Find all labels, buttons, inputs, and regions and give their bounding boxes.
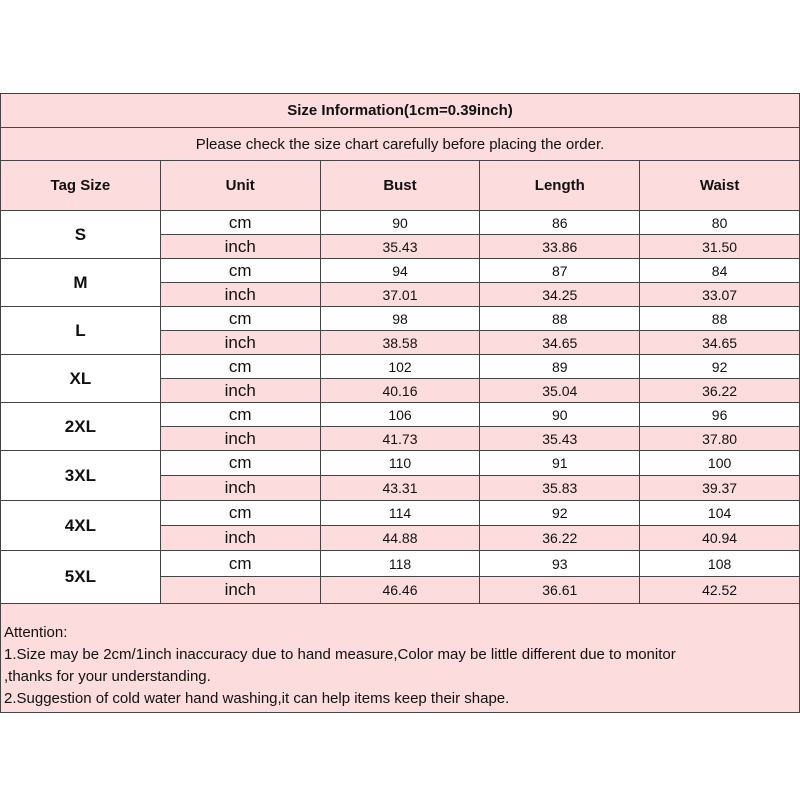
bust-cell: 35.43 <box>319 234 481 259</box>
bust-cell: 102 <box>319 354 481 379</box>
length-cell: 90 <box>479 402 641 427</box>
note-1: 1.Size may be 2cm/1inch inaccuracy due t… <box>4 646 676 663</box>
waist-cell: 96 <box>639 402 800 427</box>
waist-cell: 104 <box>639 500 800 526</box>
tag-size-cell: S <box>0 210 161 259</box>
unit-cell: cm <box>159 210 321 235</box>
note-1-cont: ,thanks for your understanding. <box>4 668 211 685</box>
waist-cell: 40.94 <box>639 525 800 551</box>
unit-cell: cm <box>159 354 321 379</box>
length-cell: 87 <box>479 258 641 283</box>
bust-cell: 90 <box>319 210 481 235</box>
bust-cell: 38.58 <box>319 330 481 355</box>
unit-cell: inch <box>159 282 321 307</box>
length-cell: 35.83 <box>479 475 641 501</box>
length-cell: 88 <box>479 306 641 331</box>
waist-cell: 100 <box>639 450 800 476</box>
header-unit: Unit <box>159 160 321 211</box>
bust-cell: 118 <box>319 550 481 577</box>
header-bust: Bust <box>319 160 481 211</box>
length-cell: 36.22 <box>479 525 641 551</box>
header-row: Tag Size Unit Bust Length Waist <box>0 160 800 211</box>
tag-size-cell: 3XL <box>0 450 161 501</box>
unit-cell: cm <box>159 258 321 283</box>
note-2: 2.Suggestion of cold water hand washing,… <box>4 690 510 707</box>
note-heading: Attention: <box>4 624 68 641</box>
length-cell: 86 <box>479 210 641 235</box>
table-row-4XL-cm: 4XL cm 114 92 104 <box>0 500 800 551</box>
waist-cell: 88 <box>639 306 800 331</box>
header-tag-size: Tag Size <box>0 160 161 211</box>
unit-cell: inch <box>159 330 321 355</box>
length-cell: 35.43 <box>479 426 641 451</box>
unit-cell: inch <box>159 234 321 259</box>
tag-size-cell: 2XL <box>0 402 161 451</box>
waist-cell: 33.07 <box>639 282 800 307</box>
bust-cell: 114 <box>319 500 481 526</box>
size-chart: Size Information(1cm=0.39inch) Please ch… <box>0 93 800 713</box>
length-cell: 35.04 <box>479 378 641 403</box>
tag-size-cell: 4XL <box>0 500 161 551</box>
header-length: Length <box>479 160 641 211</box>
unit-cell: cm <box>159 450 321 476</box>
length-cell: 91 <box>479 450 641 476</box>
unit-cell: inch <box>159 475 321 501</box>
unit-cell: inch <box>159 378 321 403</box>
notes-section: Attention: 1.Size may be 2cm/1inch inacc… <box>0 603 800 713</box>
bust-cell: 110 <box>319 450 481 476</box>
length-cell: 34.25 <box>479 282 641 307</box>
tag-size-cell: 5XL <box>0 550 161 604</box>
table-row-3XL-cm: 3XL cm 110 91 100 <box>0 450 800 501</box>
table-row-3XL-inch: inch 43.31 35.83 39.37 <box>0 475 800 501</box>
waist-cell: 36.22 <box>639 378 800 403</box>
bust-cell: 44.88 <box>319 525 481 551</box>
waist-cell: 34.65 <box>639 330 800 355</box>
waist-cell: 39.37 <box>639 475 800 501</box>
table-row-S-inch: inch 35.43 33.86 31.50 <box>0 234 800 259</box>
bust-cell: 94 <box>319 258 481 283</box>
length-cell: 92 <box>479 500 641 526</box>
waist-cell: 37.80 <box>639 426 800 451</box>
unit-cell: cm <box>159 402 321 427</box>
bust-cell: 41.73 <box>319 426 481 451</box>
unit-cell: inch <box>159 576 321 604</box>
header-waist: Waist <box>639 160 800 211</box>
waist-cell: 92 <box>639 354 800 379</box>
bust-cell: 37.01 <box>319 282 481 307</box>
bust-cell: 43.31 <box>319 475 481 501</box>
unit-cell: cm <box>159 306 321 331</box>
tag-size-cell: L <box>0 306 161 355</box>
length-cell: 93 <box>479 550 641 577</box>
table-row-5XL-cm: 5XL cm 118 93 108 <box>0 550 800 604</box>
unit-cell: cm <box>159 500 321 526</box>
bust-cell: 46.46 <box>319 576 481 604</box>
unit-cell: inch <box>159 525 321 551</box>
bust-cell: 40.16 <box>319 378 481 403</box>
tag-size-cell: XL <box>0 354 161 403</box>
waist-cell: 108 <box>639 550 800 577</box>
waist-cell: 80 <box>639 210 800 235</box>
size-table: Size Information(1cm=0.39inch) Please ch… <box>0 93 800 713</box>
waist-cell: 42.52 <box>639 576 800 604</box>
waist-cell: 31.50 <box>639 234 800 259</box>
length-cell: 36.61 <box>479 576 641 604</box>
table-row-2XL-cm: 2XL cm 106 90 96 <box>0 402 800 451</box>
bust-cell: 106 <box>319 402 481 427</box>
waist-cell: 84 <box>639 258 800 283</box>
unit-cell: inch <box>159 426 321 451</box>
unit-cell: cm <box>159 550 321 577</box>
length-cell: 33.86 <box>479 234 641 259</box>
tag-size-cell: M <box>0 258 161 307</box>
chart-title: Size Information(1cm=0.39inch) <box>0 93 800 128</box>
length-cell: 89 <box>479 354 641 379</box>
table-row-XL-cm: XL cm 102 89 92 <box>0 354 800 403</box>
bust-cell: 98 <box>319 306 481 331</box>
length-cell: 34.65 <box>479 330 641 355</box>
chart-subtitle: Please check the size chart carefully be… <box>0 127 800 161</box>
